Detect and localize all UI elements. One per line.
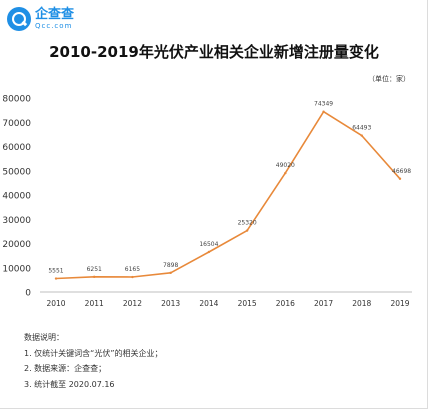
unit-note: （单位：家）	[368, 75, 410, 83]
x-tick-label: 2013	[161, 299, 180, 308]
x-tick-label: 2017	[314, 299, 333, 308]
x-tick-label: 2010	[46, 299, 65, 308]
data-point	[398, 177, 402, 180]
y-tick-label: 80000	[2, 95, 31, 105]
data-label: 16504	[199, 241, 218, 248]
y-tick-label: 50000	[2, 167, 31, 177]
y-tick-label: 30000	[2, 216, 31, 226]
y-tick-label: 40000	[2, 192, 31, 202]
note-item: 2. 数据来源：企查查；	[24, 364, 107, 373]
data-point	[245, 229, 249, 232]
data-label: 6165	[125, 266, 140, 273]
data-point	[54, 277, 58, 280]
data-point	[284, 171, 287, 175]
y-tick-label: 0	[25, 289, 31, 299]
data-label: 6251	[87, 266, 102, 273]
data-point	[322, 110, 325, 113]
chart-title: 2010-2019年光伏产业相关企业新增注册量变化	[49, 43, 379, 61]
data-point	[93, 275, 96, 279]
note-item: 3. 统计截至 2020.07.16	[24, 379, 115, 389]
data-label: 74349	[314, 101, 333, 108]
data-notes: 数据说明： 1. 仅统计关键词含“光伏”的相关企业； 2. 数据来源：企查查； …	[24, 330, 162, 392]
notes-heading: 数据说明：	[24, 333, 64, 342]
magnifier-logo-icon	[7, 7, 31, 31]
x-tick-label: 2019	[390, 299, 409, 308]
note-item: 1. 仅统计关键词含“光伏”的相关企业；	[24, 348, 163, 358]
data-point	[360, 134, 363, 137]
x-tick-label: 2016	[276, 299, 295, 308]
data-label: 46698	[392, 168, 411, 175]
data-label: 49020	[276, 162, 295, 169]
y-tick-label: 70000	[2, 119, 31, 129]
data-point	[169, 271, 172, 275]
data-point	[207, 250, 211, 254]
data-label: 25320	[238, 220, 257, 227]
y-tick-label: 60000	[2, 143, 31, 153]
qcc-logo: 企查查 Qcc.com	[7, 7, 74, 31]
logo-name: 企查查	[35, 7, 75, 22]
x-tick-label: 2014	[199, 299, 218, 308]
data-label: 64493	[352, 125, 371, 132]
x-tick-label: 2012	[123, 299, 142, 308]
data-label: 7898	[163, 262, 178, 269]
data-label: 5551	[48, 268, 63, 275]
series-line	[55, 110, 401, 280]
y-tick-label: 20000	[2, 240, 31, 250]
x-tick-label: 2011	[85, 299, 104, 308]
y-tick-label: 10000	[2, 264, 31, 274]
x-tick-label: 2018	[352, 299, 371, 308]
x-tick-label: 2015	[238, 299, 257, 308]
data-point	[131, 275, 134, 279]
logo-domain: Qcc.com	[35, 22, 73, 30]
